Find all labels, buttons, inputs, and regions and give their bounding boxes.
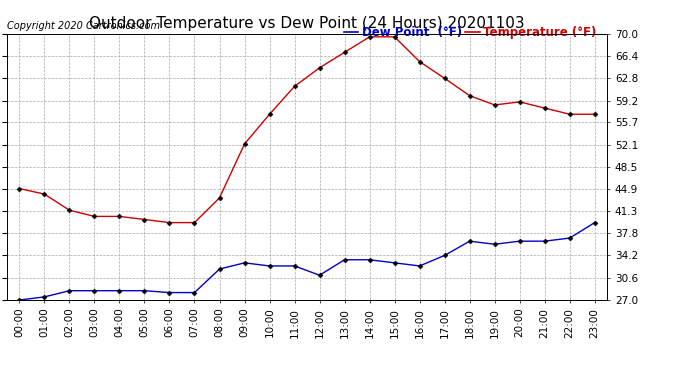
- Legend: Dew Point  (°F), Temperature (°F): Dew Point (°F), Temperature (°F): [339, 21, 601, 44]
- Title: Outdoor Temperature vs Dew Point (24 Hours) 20201103: Outdoor Temperature vs Dew Point (24 Hou…: [89, 16, 525, 31]
- Text: Copyright 2020 Cartronics.com: Copyright 2020 Cartronics.com: [7, 21, 160, 31]
